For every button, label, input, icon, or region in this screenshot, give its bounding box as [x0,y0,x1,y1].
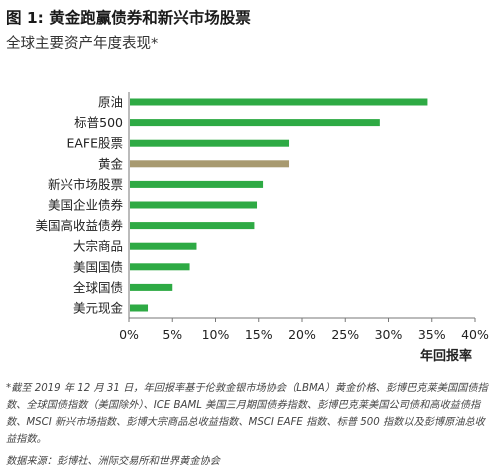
x-tick-label: 35% [418,327,446,342]
bar [130,304,149,312]
category-label: 原油 [98,95,123,110]
bar [130,242,197,250]
category-label: 美国国债 [73,259,123,274]
category-label: 全球国债 [73,280,123,295]
x-tick-label: 25% [331,327,359,342]
chart-subtitle: 全球主要资产年度表现* [6,36,159,52]
bar [130,283,173,291]
x-tick-label: 10% [202,327,230,342]
footnote: *截至 2019 年 12 月 31 日，年回报率基于伦敦金银市场协会（LBMA… [6,383,488,445]
bar [130,98,428,106]
bar [130,222,255,230]
x-tick-label: 5% [162,327,182,342]
chart-title: 图 1: 黄金跑赢债券和新兴市场股票 [6,9,251,27]
x-tick-label: 30% [375,327,403,342]
data-source: 数据来源：彭博社、洲际交易所和世界黄金协会 [6,456,220,467]
category-label: EAFE股票 [66,136,123,151]
bars [130,98,428,312]
bar [130,139,290,147]
x-axis-label: 年回报率 [420,348,472,364]
category-label: 标普500 [74,115,123,130]
category-label: 美国高收益债券 [35,218,123,233]
bar [130,201,258,209]
category-label: 黄金 [98,156,124,171]
category-label: 大宗商品 [73,239,123,254]
bar [130,160,290,168]
bar [130,119,380,127]
x-tick-labels: 0% 5% 10% 15% 20% 25% 30% 35% 40% [119,327,489,342]
x-tick-label: 0% [119,327,139,342]
x-axis-ticks [128,318,476,322]
x-tick-label: 15% [245,327,273,342]
bar [130,180,264,188]
x-tick-label: 40% [461,327,489,342]
category-label: 美元现金 [73,301,124,316]
bar [130,263,190,271]
category-label: 新兴市场股票 [48,177,123,192]
category-label: 美国企业债券 [48,198,124,213]
x-tick-label: 20% [288,327,316,342]
